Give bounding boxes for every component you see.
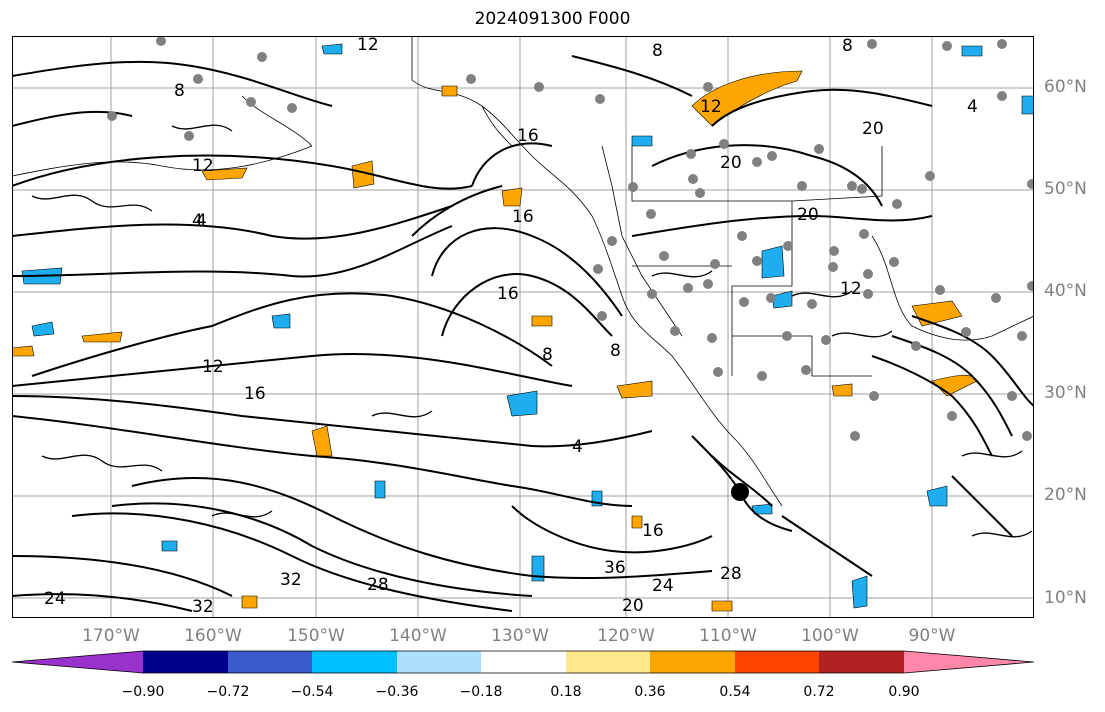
latitude-label: 40°N [1044, 281, 1087, 301]
colorbar-segment [312, 651, 397, 673]
latitude-label: 20°N [1044, 485, 1087, 505]
contour-label: 32 [280, 570, 302, 590]
contour-label: 32 [192, 597, 214, 617]
colorbar-segment [735, 651, 819, 673]
longitude-label: 100°W [801, 626, 859, 646]
map-panel[interactable]: 12 8 4 12 8 16 20 16 8 20 16 12 4 20 12 … [12, 36, 1034, 618]
contour-label: 24 [44, 589, 66, 609]
contour-label: 4 [572, 437, 583, 457]
contour-label: 8 [652, 41, 663, 61]
colorbar-tick-label: 0.90 [888, 684, 920, 700]
contour-label: 4 [192, 211, 203, 231]
colorbar-segment [397, 651, 481, 673]
colorbar-tick-label: 0.54 [719, 684, 751, 700]
colorbar-segment [819, 651, 904, 673]
longitude-label: 140°W [389, 626, 447, 646]
contour-label: 16 [497, 284, 519, 304]
contour-label: 28 [367, 575, 389, 595]
colorbar-segment [143, 651, 228, 673]
longitude-label: 120°W [597, 626, 655, 646]
contour-label: 20 [622, 596, 644, 616]
colorbar-segment [12, 651, 143, 673]
latitude-label: 60°N [1044, 77, 1087, 97]
colorbar-tick-label: −0.90 [121, 684, 165, 700]
contours [12, 55, 1034, 612]
colorbar-tick-label: 0.72 [803, 684, 835, 700]
colorbar-outline [12, 650, 1035, 674]
contour-label: 12 [700, 97, 722, 117]
contour-label: 12 [840, 279, 862, 299]
contour-labels: 12 8 4 12 8 16 20 16 8 20 16 12 4 20 12 … [44, 36, 978, 617]
contour-label: 28 [720, 564, 742, 584]
colorbar-tick-label: 0.36 [634, 684, 666, 700]
contour-label: 36 [604, 558, 626, 578]
longitude-label: 150°W [287, 626, 345, 646]
colorbar-tick-label: −0.54 [290, 684, 334, 700]
contour-label: 16 [244, 384, 266, 404]
contour-label: 16 [512, 207, 534, 227]
colorbar-segment [228, 651, 312, 673]
contour-label: 8 [842, 36, 853, 56]
longitude-label: 110°W [699, 626, 757, 646]
contour-label: 8 [610, 341, 621, 361]
contour-label: 12 [192, 156, 214, 176]
colorbar-tick-label: −0.36 [375, 684, 419, 700]
contour-label: 12 [202, 357, 224, 377]
coastlines [12, 36, 1034, 507]
contour-label: 20 [862, 119, 884, 139]
colorbar-segment [566, 651, 650, 673]
contour-label: 24 [652, 576, 674, 596]
latitude-label: 50°N [1044, 179, 1087, 199]
contour-label: 8 [174, 81, 185, 101]
minor-contours [31, 124, 1033, 538]
station-markers [107, 36, 1034, 441]
contour-label: 4 [196, 211, 207, 231]
contour-label: 16 [642, 521, 664, 541]
colorbar [12, 650, 1035, 674]
longitude-label: 160°W [184, 626, 242, 646]
storm-center-marker [731, 483, 749, 501]
colorbar-tick-label: −0.18 [459, 684, 503, 700]
latitude-label: 10°N [1044, 588, 1087, 608]
longitude-label: 170°W [82, 626, 140, 646]
negative-shading [21, 43, 1034, 609]
colorbar-segment [481, 651, 566, 673]
contour-label: 12 [357, 36, 379, 55]
latitude-label: 30°N [1044, 383, 1087, 403]
positive-shading [12, 70, 978, 612]
contour-label: 20 [720, 153, 742, 173]
graticule [12, 36, 1034, 618]
longitude-label: 130°W [491, 626, 549, 646]
contour-label: 8 [542, 345, 553, 365]
contour-label: 16 [517, 126, 539, 146]
colorbar-segment [904, 651, 1034, 673]
colorbar-segment [650, 651, 735, 673]
longitude-label: 90°W [908, 626, 956, 646]
contour-label: 20 [797, 205, 819, 225]
map-title: 2024091300 F000 [474, 9, 631, 29]
colorbar-tick-label: 0.18 [550, 684, 582, 700]
contour-label: 4 [967, 97, 978, 117]
colorbar-tick-label: −0.72 [206, 684, 250, 700]
